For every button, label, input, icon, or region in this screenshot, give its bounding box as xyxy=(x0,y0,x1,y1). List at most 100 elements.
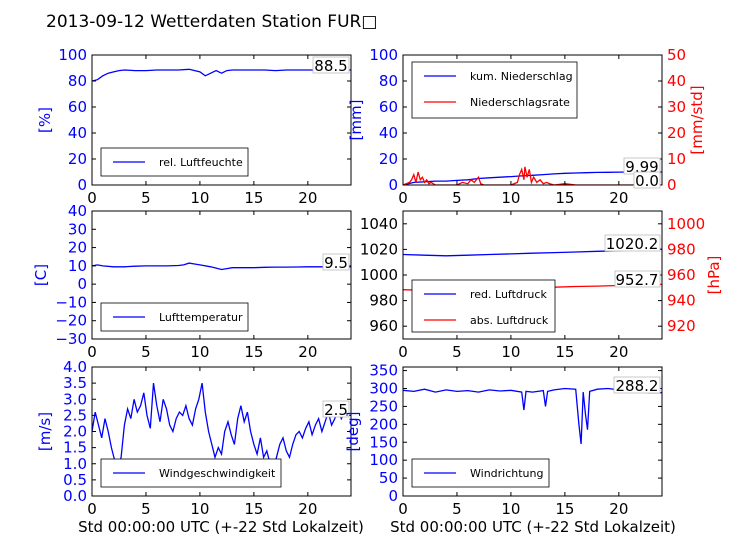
y-tick-label: 60 xyxy=(68,98,87,116)
y-tick-label: 1000 xyxy=(360,266,398,284)
legend-box xyxy=(411,279,556,333)
value-annotation: 0.0 xyxy=(635,172,659,190)
legend-label: kum. Niederschlag xyxy=(470,70,573,83)
plot-frame xyxy=(91,210,352,340)
y2-tick-label: 940 xyxy=(667,292,696,310)
y-tick-label: 200 xyxy=(369,415,398,433)
y2-tick-label: 10 xyxy=(667,150,686,168)
legend-label: Windrichtung xyxy=(470,467,543,480)
y-tick-label: 3.5 xyxy=(63,374,87,392)
x-tick-label: 5 xyxy=(452,500,462,518)
y-tick-label: 100 xyxy=(369,46,398,64)
legend: red. Luftdruck abs. Luftdruck xyxy=(411,279,556,333)
x-tick-label: 15 xyxy=(244,343,263,361)
y-tick-label: 250 xyxy=(369,397,398,415)
y-tick-label: 1040 xyxy=(360,215,398,233)
y-tick-label: 10 xyxy=(68,257,87,275)
value-annotation-box xyxy=(614,270,661,288)
y-tick-label: −10 xyxy=(55,293,87,311)
y-tick-label: 150 xyxy=(369,433,398,451)
x-tick-label: 15 xyxy=(555,500,574,518)
y2-tick-label: 40 xyxy=(667,72,686,90)
value-annotation: 1020.2 xyxy=(606,235,659,253)
x-axis-label-left: Std 00:00:00 UTC (+-22 Std Lokalzeit) xyxy=(78,518,364,536)
x-tick-label: 10 xyxy=(501,343,520,361)
y-tick-label: 100 xyxy=(369,451,398,469)
series-line-winddir-0 xyxy=(403,387,662,445)
x-tick-label: 5 xyxy=(452,189,462,207)
x-tick-label: 0 xyxy=(398,500,408,518)
x-tick-label: 15 xyxy=(244,189,263,207)
x-tick-label: 0 xyxy=(398,343,408,361)
legend-box xyxy=(100,458,282,488)
x-tick-label: 15 xyxy=(244,500,263,518)
y-tick-label: 50 xyxy=(379,469,398,487)
y-axis-label: [deg] xyxy=(344,412,362,452)
panel-precipitation: 0 5 10 15 20 0 20 40 60 80 100 0 10 20 30 40 50 [mm] [mm/s… xyxy=(347,46,706,207)
x-tick-label: 15 xyxy=(555,189,574,207)
x-tick-label: 10 xyxy=(190,500,209,518)
x-tick-label: 0 xyxy=(87,189,97,207)
x-tick-label: 5 xyxy=(141,189,151,207)
panel-temperature: 0 5 10 15 20−30−20−10010203040[C]Lufttempera… xyxy=(32,202,352,361)
y-tick-label: 960 xyxy=(369,317,398,335)
legend: Windrichtung xyxy=(411,458,550,488)
y-tick-label: 20 xyxy=(379,150,398,168)
value-annotation-box xyxy=(613,376,661,394)
legend: Windgeschwindigkeit xyxy=(100,458,282,488)
series-line-precipitation-1 xyxy=(403,166,662,185)
y-tick-label: 350 xyxy=(369,362,398,380)
value-annotation: 88.5 xyxy=(314,57,347,75)
value-annotation: 952.7 xyxy=(616,271,659,289)
y-tick-label: 100 xyxy=(58,46,87,64)
x-tick-label: 0 xyxy=(87,343,97,361)
y2-axis-label: [mm/std] xyxy=(688,85,706,154)
x-tick-label: 20 xyxy=(298,343,317,361)
value-annotation-box xyxy=(322,400,350,418)
y2-axis-label: [hPa] xyxy=(705,256,723,295)
y-tick-label: 0.5 xyxy=(63,471,87,489)
series-line-temperature-0 xyxy=(92,262,351,271)
y2-tick-label: 920 xyxy=(667,317,696,335)
y-axis-label: [C] xyxy=(32,264,50,286)
y-axis-label: [mm] xyxy=(347,100,365,141)
y2-tick-label: 0 xyxy=(667,176,677,194)
legend-label: Windgeschwindigkeit xyxy=(159,467,276,480)
legend-label: Niederschlagsrate xyxy=(470,96,570,109)
y-axis-label: [m/s] xyxy=(36,412,54,451)
x-tick-label: 0 xyxy=(398,189,408,207)
x-tick-label: 5 xyxy=(141,343,151,361)
legend-box xyxy=(411,61,578,119)
y-tick-label: 0 xyxy=(388,487,398,505)
y-tick-label: 0 xyxy=(77,275,87,293)
y2-tick-label: 980 xyxy=(667,240,696,258)
x-tick-label: 5 xyxy=(141,500,151,518)
y-tick-label: 4.0 xyxy=(63,358,87,376)
value-annotation-box xyxy=(322,253,350,271)
legend: kum. Niederschlag Niederschlagsrate xyxy=(411,61,578,119)
legend: Lufttemperatur xyxy=(100,302,249,332)
y-tick-label: −30 xyxy=(55,330,87,348)
y-tick-label: 0 xyxy=(388,176,398,194)
y2-tick-label: 50 xyxy=(667,46,686,64)
panel-winddir: 0 5 10 15 20050100150200250300350[deg]Windri… xyxy=(344,362,663,518)
x-tick-label: 20 xyxy=(298,500,317,518)
y-tick-label: 1020 xyxy=(360,240,398,258)
y-tick-label: 0 xyxy=(77,176,87,194)
y-tick-label: −20 xyxy=(55,312,87,330)
y2-tick-label: 960 xyxy=(667,266,696,284)
y-tick-label: 980 xyxy=(369,292,398,310)
x-tick-label: 10 xyxy=(501,500,520,518)
panel-pressure: 0 5 10 15 20 960 980 1000 1020 1040 920 940 960 980 10… xyxy=(360,210,723,361)
legend-label: abs. Luftdruck xyxy=(470,314,549,327)
legend: rel. Luftfeuchte xyxy=(100,147,249,177)
y-tick-label: 2.5 xyxy=(63,406,87,424)
y-axis-label: [%] xyxy=(36,107,54,133)
x-tick-label: 10 xyxy=(190,343,209,361)
y2-tick-label: 30 xyxy=(667,98,686,116)
x-tick-label: 15 xyxy=(555,343,574,361)
y-tick-label: 3.0 xyxy=(63,390,87,408)
x-tick-label: 10 xyxy=(501,189,520,207)
series-line-windspeed-0 xyxy=(92,382,351,473)
